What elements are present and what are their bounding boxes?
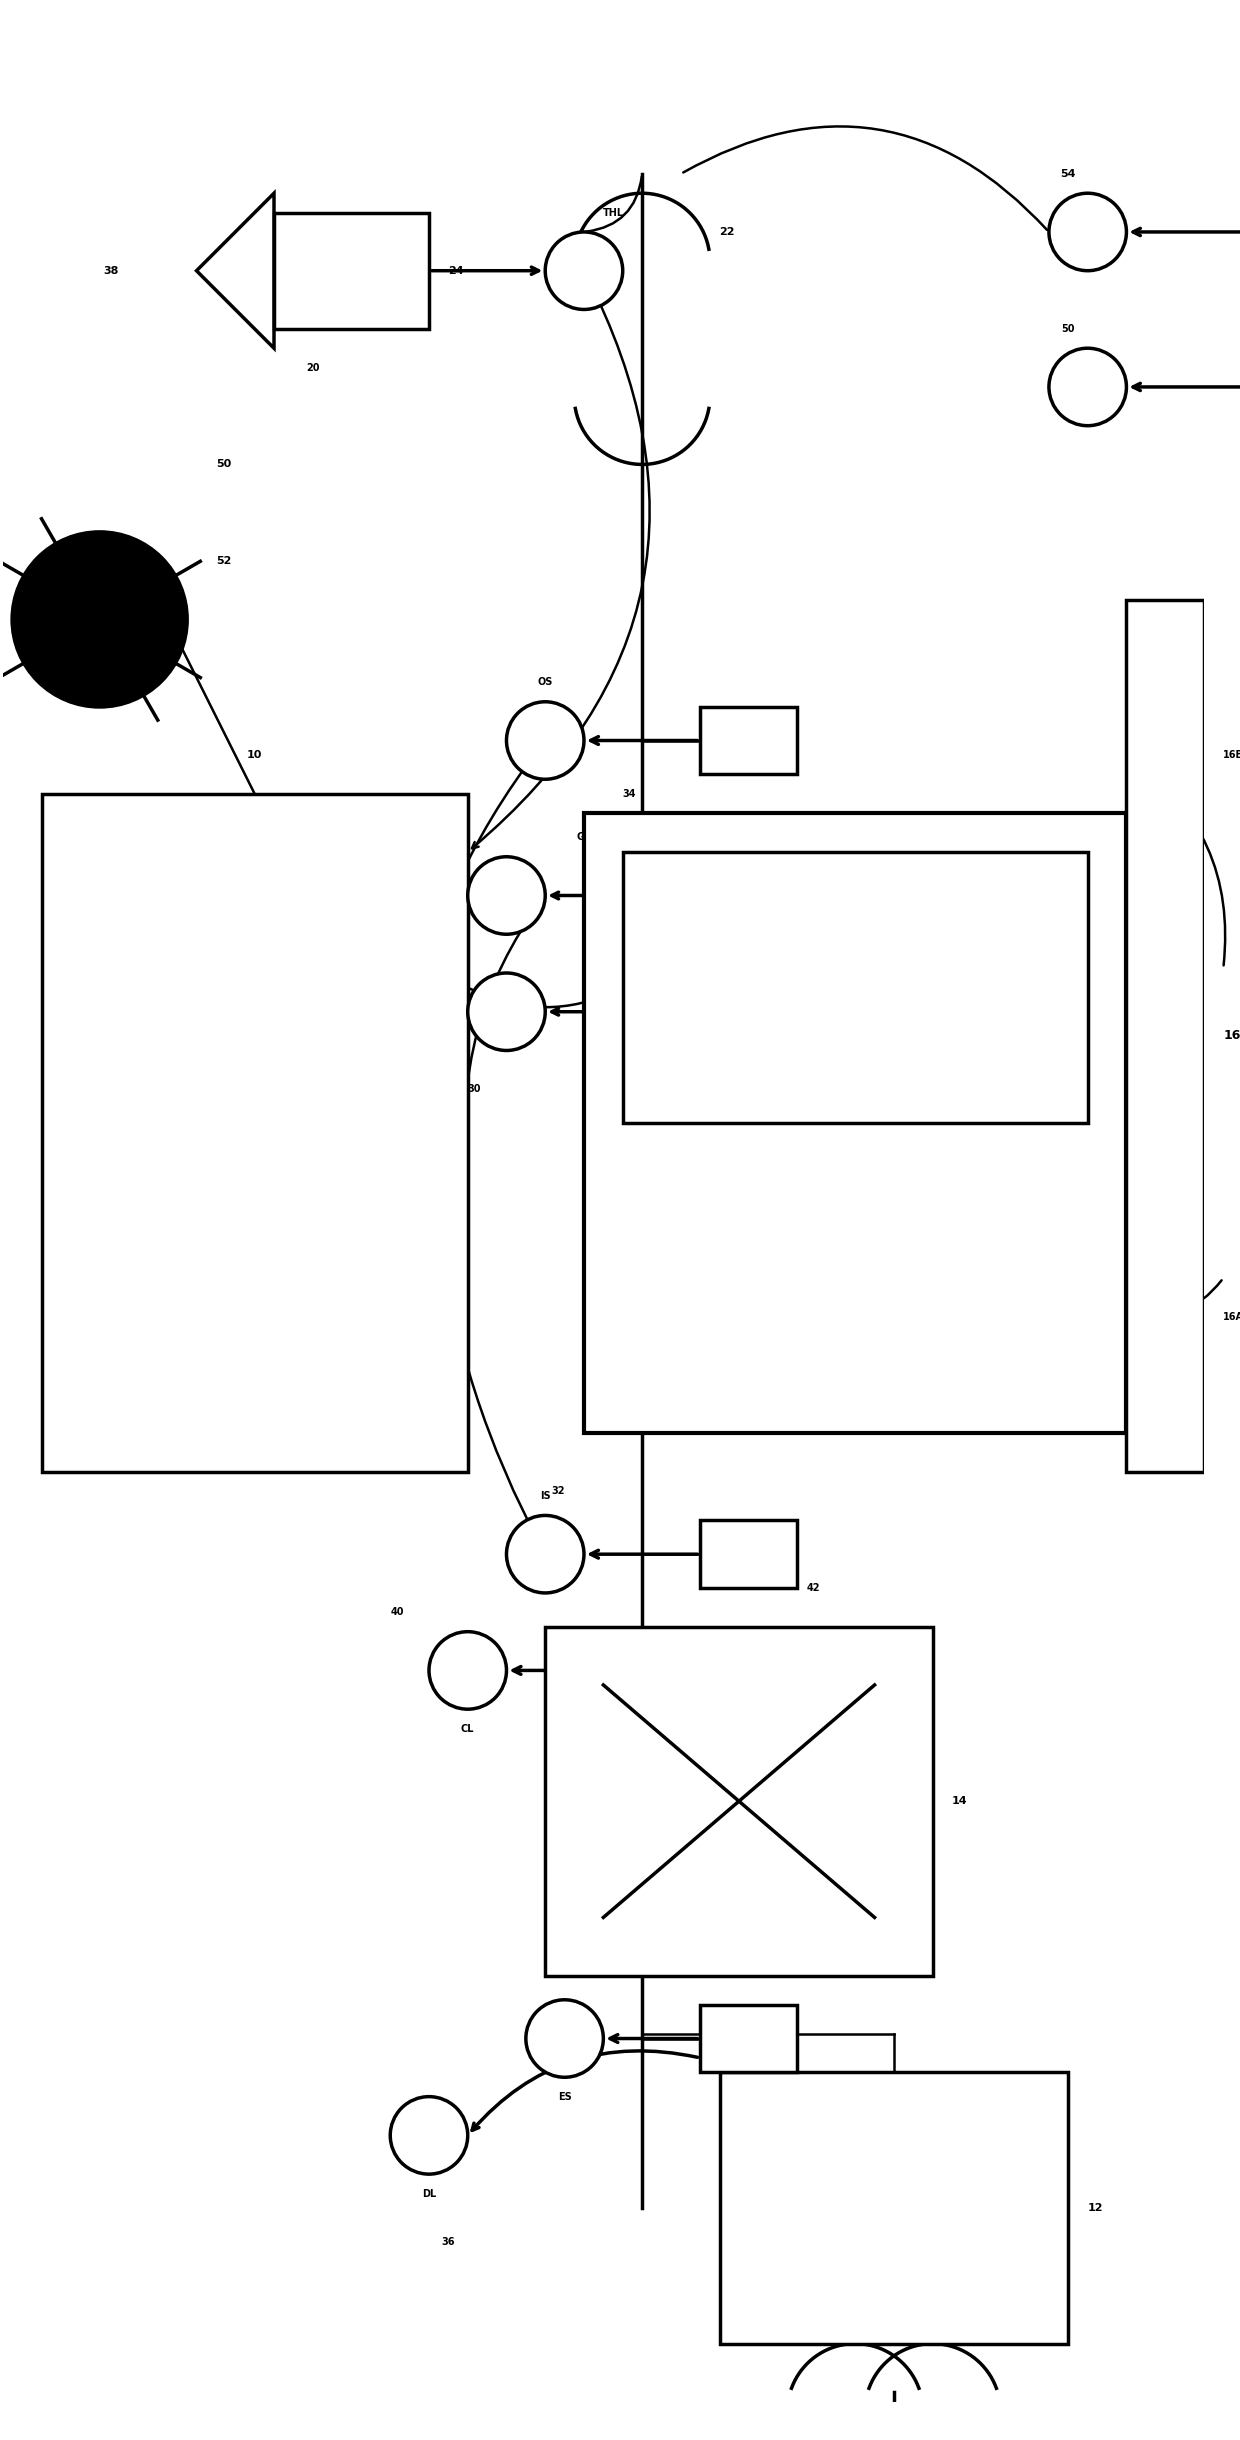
Text: CL: CL <box>461 1723 475 1732</box>
Text: 31: 31 <box>807 2076 821 2086</box>
Bar <box>701 2006 797 2072</box>
Text: 54: 54 <box>1060 168 1076 178</box>
Text: 12: 12 <box>1087 2203 1104 2213</box>
Text: 32: 32 <box>551 1486 564 1496</box>
Text: 44: 44 <box>642 1078 656 1088</box>
Circle shape <box>12 532 187 708</box>
Text: 42: 42 <box>807 1584 821 1593</box>
Circle shape <box>391 2096 467 2174</box>
Bar <box>622 852 1087 1122</box>
Text: 40: 40 <box>391 1608 404 1618</box>
Text: 50: 50 <box>216 459 231 468</box>
Text: 52: 52 <box>216 556 231 566</box>
Text: 24: 24 <box>449 266 464 276</box>
Circle shape <box>546 232 622 310</box>
Text: 38: 38 <box>104 266 119 276</box>
Bar <box>274 212 429 329</box>
Circle shape <box>429 1632 506 1708</box>
Bar <box>701 1520 797 1588</box>
Text: 28: 28 <box>551 2008 564 2020</box>
Text: 30: 30 <box>467 1083 481 1093</box>
Bar <box>1126 600 1204 1471</box>
Text: 10: 10 <box>247 749 263 759</box>
Text: (DOWN) LOW: (DOWN) LOW <box>61 1003 128 1013</box>
Bar <box>701 708 797 773</box>
Circle shape <box>467 856 546 935</box>
Text: 16B: 16B <box>1224 749 1240 759</box>
Bar <box>546 1627 932 1976</box>
Text: GR: GR <box>577 832 591 842</box>
Text: ES: ES <box>558 2091 572 2101</box>
Text: 14: 14 <box>952 1796 967 1806</box>
Text: 22: 22 <box>719 227 735 237</box>
Bar <box>41 793 467 1471</box>
Circle shape <box>1049 193 1126 271</box>
Circle shape <box>1049 349 1126 425</box>
Circle shape <box>467 974 546 1052</box>
Text: 31: 31 <box>274 1176 288 1186</box>
Text: OS: OS <box>538 678 553 688</box>
Bar <box>584 813 1126 1432</box>
Text: 26: 26 <box>661 1642 675 1652</box>
Text: 50: 50 <box>1061 325 1075 334</box>
Text: 20: 20 <box>306 364 320 373</box>
Text: 82: 82 <box>932 905 949 915</box>
Text: DL: DL <box>422 2189 436 2198</box>
Bar <box>719 2072 1069 2345</box>
Text: 36: 36 <box>441 2237 455 2247</box>
Text: THL: THL <box>604 207 625 217</box>
Text: IS: IS <box>539 1491 551 1501</box>
Circle shape <box>526 2001 604 2076</box>
Text: 34: 34 <box>622 788 636 798</box>
Text: 46: 46 <box>642 886 656 895</box>
Circle shape <box>506 1515 584 1593</box>
Text: (UP) HIGH: (UP) HIGH <box>61 886 113 895</box>
Text: 16: 16 <box>1224 1030 1240 1042</box>
Text: 32: 32 <box>604 1274 619 1283</box>
Text: 16A: 16A <box>1224 1313 1240 1322</box>
Circle shape <box>506 703 584 778</box>
